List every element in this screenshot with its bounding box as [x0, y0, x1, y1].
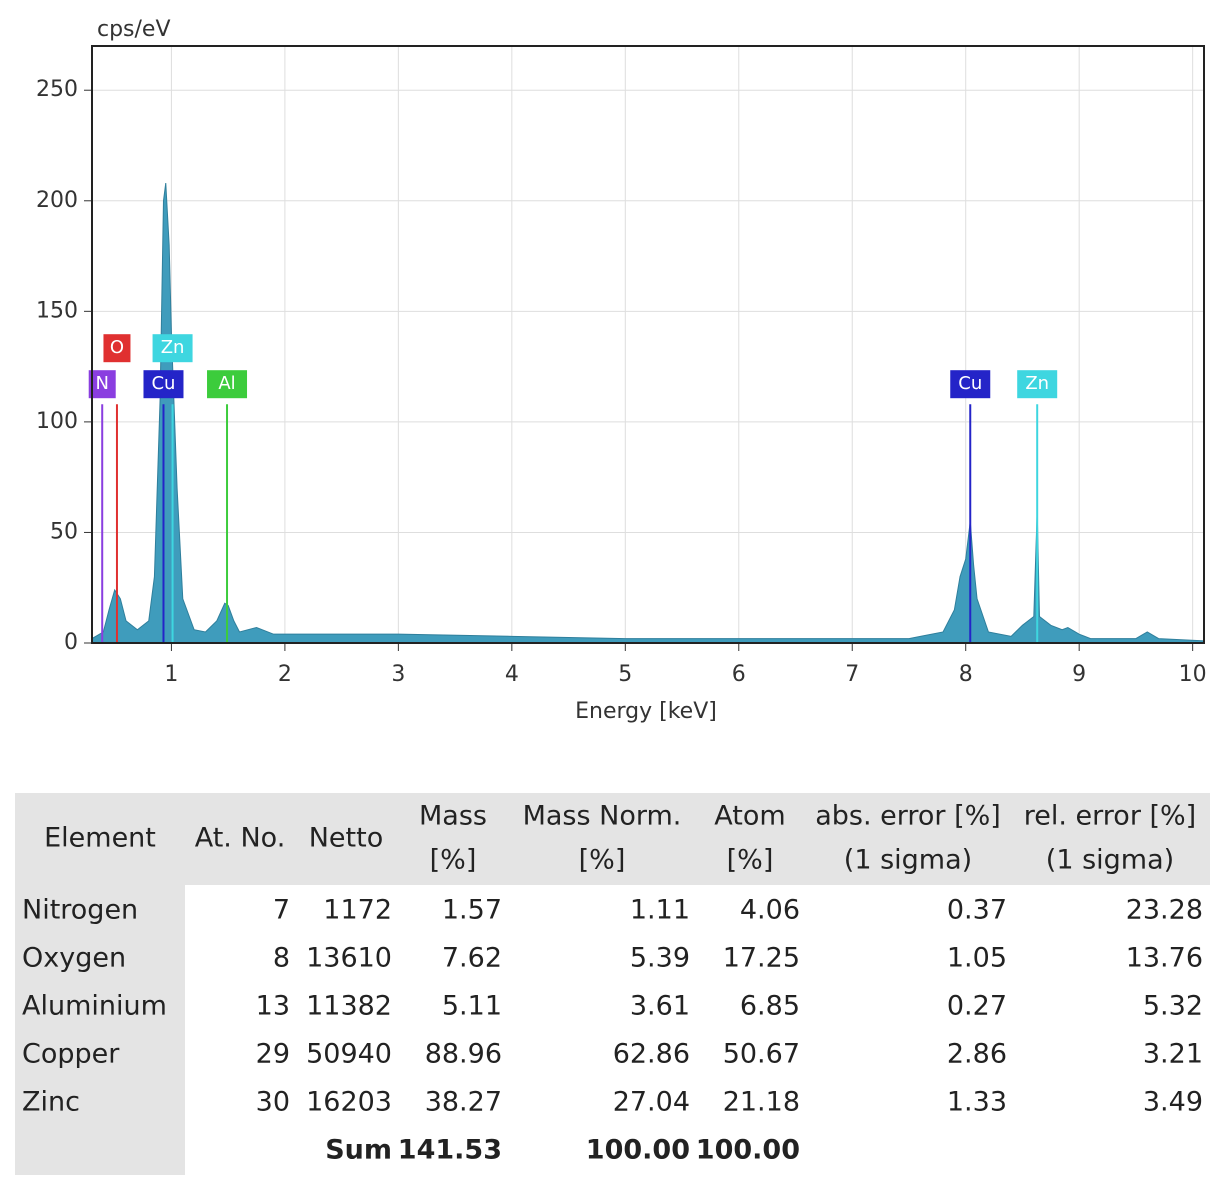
table-cell: 17.25 [723, 943, 800, 974]
element-label: Cu [958, 373, 982, 394]
table-cell: 2.86 [947, 1039, 1007, 1070]
table-cell: 30 [256, 1087, 290, 1118]
element-label-box [1017, 370, 1058, 399]
table-cell: 3.49 [1143, 1087, 1203, 1118]
x-tick-label: 1 [164, 662, 178, 687]
y-tick-label: 200 [36, 188, 78, 213]
table-sum-label: Sum [325, 1135, 392, 1166]
spectrum-area [91, 183, 1205, 644]
element-label-box [152, 334, 193, 363]
x-tick-label: 5 [618, 662, 632, 687]
y-tick-label: 100 [36, 409, 78, 434]
element-label: Zn [1025, 373, 1049, 394]
table-cell: 6.85 [740, 991, 800, 1022]
table-cell: 11382 [306, 991, 392, 1022]
table-header: (1 sigma) [844, 845, 972, 876]
table-sum-value: 100.00 [696, 1135, 800, 1166]
table-cell: 50940 [306, 1039, 392, 1070]
table-header: [%] [579, 845, 626, 876]
element-label-box [103, 334, 131, 363]
table-header: [%] [430, 845, 477, 876]
table-cell: 4.06 [740, 895, 800, 926]
element-label-box [88, 370, 116, 399]
table-cell: 38.27 [425, 1087, 502, 1118]
table-cell: 5.39 [630, 943, 690, 974]
x-tick-label: 7 [845, 662, 859, 687]
table-header: Atom [714, 801, 785, 832]
table-cell: 5.11 [442, 991, 502, 1022]
table-cell: 13 [256, 991, 290, 1022]
table-cell: Oxygen [22, 943, 126, 974]
table-header: [%] [727, 845, 774, 876]
table-cell: 23.28 [1126, 895, 1203, 926]
table-header: abs. error [%] [815, 801, 1001, 832]
element-label: O [110, 337, 124, 358]
table-cell: Aluminium [22, 991, 167, 1022]
table-cell: 16203 [306, 1087, 392, 1118]
table-header: Netto [309, 823, 384, 854]
table-header: Mass Norm. [523, 801, 682, 832]
y-tick-label: 0 [64, 630, 78, 655]
table-cell: Nitrogen [22, 895, 138, 926]
table-cell: 1.33 [947, 1087, 1007, 1118]
table-cell: 50.67 [723, 1039, 800, 1070]
table-header: rel. error [%] [1024, 801, 1196, 832]
x-tick-label: 2 [278, 662, 292, 687]
element-label-box [950, 370, 991, 399]
table-cell: 0.27 [947, 991, 1007, 1022]
x-tick-label: 4 [505, 662, 519, 687]
table-cell: 8 [273, 943, 290, 974]
table-cell: 3.21 [1143, 1039, 1203, 1070]
table-header: (1 sigma) [1046, 845, 1174, 876]
table-cell: 1.05 [947, 943, 1007, 974]
table-sum-value: 100.00 [586, 1135, 690, 1166]
table-header: Element [44, 823, 156, 854]
table-sum-value: 141.53 [398, 1135, 502, 1166]
table-cell: 1.57 [442, 895, 502, 926]
element-label-box [207, 370, 248, 399]
table-header-bg [15, 793, 1210, 885]
plot-frame [91, 45, 1205, 644]
table-cell: 62.86 [613, 1039, 690, 1070]
table-cell: 13.76 [1126, 943, 1203, 974]
table-header: Mass [419, 801, 487, 832]
element-label: Al [218, 373, 235, 394]
table-cell: 1172 [323, 895, 392, 926]
y-tick-label: 50 [50, 519, 78, 544]
table-cell: 7.62 [442, 943, 502, 974]
table-cell: 21.18 [723, 1087, 800, 1118]
table-cell: 3.61 [630, 991, 690, 1022]
y-tick-label: 150 [36, 298, 78, 323]
table-cell: 0.37 [947, 895, 1007, 926]
table-cell: 29 [256, 1039, 290, 1070]
table-cell: 88.96 [425, 1039, 502, 1070]
element-label: Cu [151, 373, 175, 394]
element-label-box [143, 370, 184, 399]
table-cell: 5.32 [1143, 991, 1203, 1022]
plot-area [92, 46, 1204, 643]
x-tick-label: 10 [1179, 662, 1207, 687]
table-cell: 27.04 [613, 1087, 690, 1118]
element-label: Zn [161, 337, 185, 358]
table-cell: Zinc [22, 1087, 80, 1118]
element-label: N [95, 373, 108, 394]
y-tick-label: 250 [36, 77, 78, 102]
table-cell: 7 [273, 895, 290, 926]
x-tick-label: 3 [391, 662, 405, 687]
x-axis-label: Energy [keV] [575, 699, 717, 724]
x-tick-label: 6 [732, 662, 746, 687]
table-header: At. No. [195, 823, 286, 854]
table-cell: 13610 [306, 943, 392, 974]
y-axis-label: cps/eV [97, 17, 171, 42]
x-tick-label: 8 [959, 662, 973, 687]
x-tick-label: 9 [1072, 662, 1086, 687]
table-cell: Copper [22, 1039, 120, 1070]
table-cell: 1.11 [630, 895, 690, 926]
table-element-col-bg [15, 885, 185, 1175]
